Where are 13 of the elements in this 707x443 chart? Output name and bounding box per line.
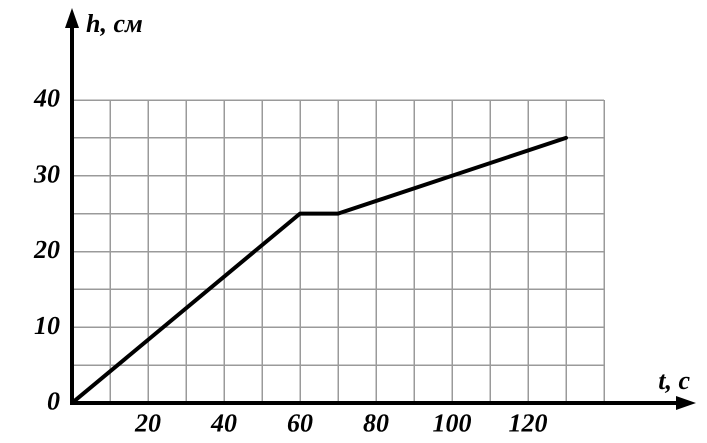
- x-tick-label: 20: [134, 408, 161, 438]
- y-tick-label: 30: [33, 159, 60, 188]
- y-tick-label: 0: [47, 386, 60, 416]
- x-tick-label: 60: [287, 408, 313, 438]
- y-tick-label: 20: [33, 235, 60, 264]
- x-axis-title: t, с: [658, 366, 690, 395]
- x-tick-label: 100: [432, 408, 472, 438]
- y-axis-title: h, см: [86, 9, 143, 38]
- x-tick-label: 80: [363, 408, 389, 438]
- y-tick-label: 40: [33, 84, 60, 113]
- y-tick-label: 10: [34, 310, 60, 340]
- x-tick-label: 40: [210, 408, 237, 438]
- x-tick-label: 120: [508, 408, 548, 438]
